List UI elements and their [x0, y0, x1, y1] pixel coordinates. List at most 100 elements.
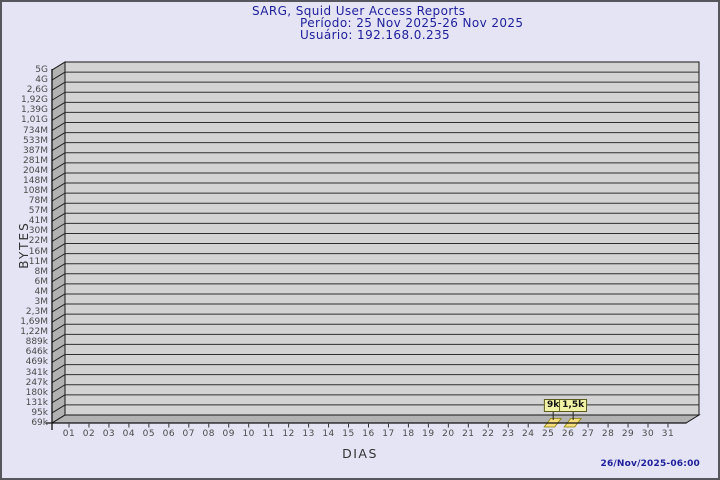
x-tick-label: 21 — [462, 429, 475, 439]
y-tick-label: 646k — [25, 347, 48, 358]
y-tick-slant — [51, 61, 66, 71]
x-tick-label: 25 — [541, 429, 555, 439]
y-tick-slant — [51, 142, 66, 152]
report-timestamp: 26/Nov/2025-06:00 — [600, 459, 700, 469]
y-tick-label: 734M — [23, 125, 48, 136]
y-tick-slant — [51, 253, 66, 263]
x-tick-label: 11 — [262, 429, 275, 439]
y-tick-label: 341k — [25, 367, 48, 378]
x-tick-label: 28 — [601, 429, 615, 439]
gridlines — [51, 61, 699, 424]
x-tick-label: 02 — [82, 429, 96, 439]
x-axis-ticks — [68, 423, 669, 428]
y-tick-slant — [51, 192, 66, 202]
y-tick-slant — [51, 101, 66, 111]
y-tick-label: 2,6G — [26, 85, 48, 96]
y-tick-slant — [51, 172, 66, 182]
y-tick-slant — [51, 283, 66, 293]
y-tick-label: 2,3M — [25, 307, 48, 318]
y-tick-slant — [51, 343, 66, 353]
y-tick-slant — [51, 364, 66, 373]
x-tick-label: 15 — [342, 429, 355, 439]
y-tick-slant — [51, 212, 66, 222]
y-tick-slant — [51, 404, 66, 414]
y-tick-label: 11M — [28, 256, 48, 267]
y-tick-label: 1,39G — [20, 105, 48, 116]
y-tick-label: 4M — [34, 286, 49, 297]
y-tick-label: 3M — [34, 296, 49, 307]
x-tick-label: 07 — [182, 429, 195, 439]
y-tick-slant — [51, 293, 66, 303]
y-tick-label: 281M — [23, 155, 48, 166]
y-tick-label: 1,69M — [20, 317, 48, 328]
y-tick-slant — [51, 202, 66, 212]
y-tick-label: 6M — [34, 276, 49, 287]
x-tick-label: 31 — [661, 429, 675, 439]
y-tick-slant — [51, 152, 66, 162]
y-tick-label: 69k — [31, 418, 48, 428]
y-tick-slant — [51, 112, 66, 121]
y-axis-title: BYTES — [17, 221, 31, 269]
y-tick-label: 469k — [25, 357, 48, 368]
chart-subtitle-period: Período: 25 Nov 2025-26 Nov 2025 — [300, 16, 524, 30]
x-tick-label: 06 — [162, 429, 176, 439]
y-tick-label: 41M — [28, 216, 48, 227]
y-tick-label: 889k — [25, 337, 48, 348]
y-tick-slant — [51, 233, 66, 242]
plot-floor-3d — [50, 414, 701, 424]
y-tick-label: 387M — [23, 145, 48, 156]
y-tick-label: 8M — [34, 266, 49, 277]
x-tick-label: 04 — [122, 429, 136, 439]
x-tick-label: 08 — [202, 429, 215, 439]
y-tick-slant — [51, 394, 66, 404]
x-tick-label: 13 — [302, 429, 315, 439]
chart-subtitle-user: Usuário: 192.168.0.235 — [300, 28, 451, 42]
y-tick-label: 1,01G — [20, 115, 48, 126]
y-tick-slant — [51, 243, 66, 252]
y-tick-slant — [51, 313, 66, 323]
x-tick-label: 26 — [561, 429, 575, 439]
y-tick-slant — [51, 132, 66, 142]
y-tick-label: 131k — [25, 397, 48, 408]
y-tick-label: 95k — [31, 407, 48, 418]
y-tick-label: 57M — [28, 206, 48, 217]
x-tick-label: 24 — [521, 429, 535, 439]
y-tick-label: 108M — [23, 186, 48, 197]
x-tick-label: 09 — [222, 429, 235, 439]
y-tick-label: 4G — [35, 75, 48, 86]
x-tick-label: 12 — [282, 429, 295, 439]
y-tick-slant — [51, 374, 66, 384]
x-tick-label: 17 — [382, 429, 395, 439]
x-tick-label: 16 — [362, 429, 375, 439]
y-tick-label: 148M — [23, 175, 48, 186]
value-label: 1,5k — [559, 399, 588, 412]
y-tick-slant — [51, 122, 66, 131]
x-tick-label: 22 — [482, 429, 495, 439]
x-tick-label: 27 — [581, 429, 595, 439]
y-tick-slant — [51, 414, 66, 424]
y-tick-label: 5G — [35, 65, 48, 75]
y-tick-label: 1,22M — [20, 327, 48, 338]
y-tick-slant — [51, 162, 66, 172]
x-tick-label: 19 — [422, 429, 435, 439]
x-tick-label: 20 — [442, 429, 455, 439]
x-tick-label: 10 — [242, 429, 255, 439]
y-tick-label: 30M — [28, 226, 48, 237]
x-tick-label: 01 — [62, 429, 76, 439]
plot-area — [64, 61, 700, 416]
y-tick-slant — [51, 323, 66, 333]
y-tick-label: 533M — [23, 135, 48, 146]
y-tick-slant — [51, 384, 66, 394]
y-tick-label: 180k — [25, 387, 48, 398]
y-tick-slant — [51, 273, 66, 283]
y-tick-label: 78M — [28, 196, 48, 207]
y-tick-slant — [51, 333, 66, 343]
y-tick-slant — [51, 182, 66, 192]
y-tick-label: 247k — [25, 377, 48, 388]
x-tick-label: 30 — [641, 429, 655, 439]
y-tick-slant — [51, 91, 66, 101]
y-tick-label: 22M — [28, 236, 48, 247]
y-tick-label: 16M — [28, 246, 48, 257]
